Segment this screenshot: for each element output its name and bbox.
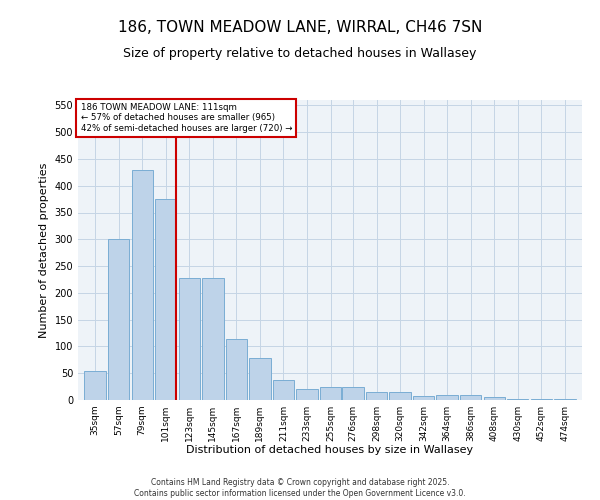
Text: Contains HM Land Registry data © Crown copyright and database right 2025.
Contai: Contains HM Land Registry data © Crown c…	[134, 478, 466, 498]
Y-axis label: Number of detached properties: Number of detached properties	[39, 162, 49, 338]
Bar	[436, 395, 458, 400]
Bar	[484, 398, 505, 400]
Bar	[273, 380, 294, 400]
Bar	[320, 386, 341, 400]
Bar	[179, 278, 200, 400]
Text: 186, TOWN MEADOW LANE, WIRRAL, CH46 7SN: 186, TOWN MEADOW LANE, WIRRAL, CH46 7SN	[118, 20, 482, 35]
Bar	[530, 399, 552, 400]
Bar	[343, 386, 364, 400]
Bar	[507, 399, 529, 400]
Bar	[296, 390, 317, 400]
Bar	[226, 340, 247, 400]
Bar	[249, 358, 271, 400]
X-axis label: Distribution of detached houses by size in Wallasey: Distribution of detached houses by size …	[187, 446, 473, 456]
Bar	[460, 395, 481, 400]
Bar	[413, 396, 434, 400]
Bar	[366, 392, 387, 400]
Bar	[155, 199, 176, 400]
Bar	[85, 370, 106, 400]
Bar	[131, 170, 153, 400]
Text: Size of property relative to detached houses in Wallasey: Size of property relative to detached ho…	[124, 48, 476, 60]
Bar	[389, 392, 411, 400]
Bar	[202, 278, 224, 400]
Bar	[108, 240, 130, 400]
Text: 186 TOWN MEADOW LANE: 111sqm
← 57% of detached houses are smaller (965)
42% of s: 186 TOWN MEADOW LANE: 111sqm ← 57% of de…	[80, 103, 292, 133]
